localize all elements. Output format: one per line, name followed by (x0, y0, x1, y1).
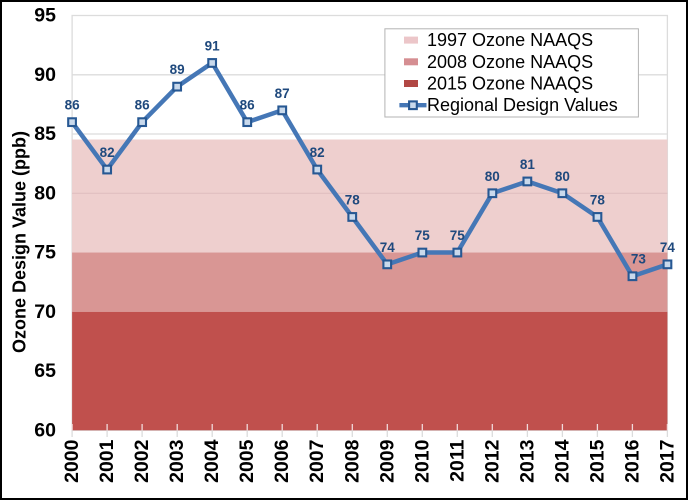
svg-text:78: 78 (345, 193, 361, 208)
svg-text:70: 70 (34, 301, 56, 323)
svg-text:2006: 2006 (271, 439, 293, 483)
svg-text:2013: 2013 (516, 439, 538, 483)
svg-text:2012: 2012 (481, 439, 503, 483)
svg-text:74: 74 (660, 240, 676, 255)
svg-text:2008: 2008 (341, 439, 363, 483)
svg-text:2015: 2015 (586, 439, 608, 483)
svg-text:2000: 2000 (61, 439, 83, 483)
svg-text:85: 85 (34, 123, 56, 145)
svg-text:73: 73 (631, 252, 647, 267)
svg-text:82: 82 (310, 145, 325, 160)
svg-text:2009: 2009 (376, 439, 398, 483)
svg-text:86: 86 (65, 98, 81, 113)
svg-text:90: 90 (34, 64, 56, 86)
svg-text:2014: 2014 (551, 439, 573, 483)
svg-text:81: 81 (520, 157, 536, 172)
svg-text:75: 75 (415, 228, 431, 243)
svg-text:Regional Design Values: Regional Design Values (427, 95, 618, 115)
svg-text:2002: 2002 (131, 439, 153, 483)
svg-text:75: 75 (450, 228, 466, 243)
svg-text:91: 91 (205, 38, 221, 53)
svg-text:87: 87 (275, 86, 290, 101)
svg-text:86: 86 (135, 98, 151, 113)
svg-text:2017: 2017 (656, 440, 678, 483)
svg-text:74: 74 (380, 240, 396, 255)
svg-text:86: 86 (240, 98, 256, 113)
svg-text:80: 80 (485, 169, 500, 184)
svg-text:95: 95 (34, 5, 56, 27)
svg-text:78: 78 (590, 193, 606, 208)
svg-text:2008 Ozone NAAQS: 2008 Ozone NAAQS (427, 52, 593, 72)
svg-text:80: 80 (555, 169, 570, 184)
svg-text:75: 75 (34, 242, 56, 264)
svg-text:2005: 2005 (236, 439, 258, 483)
svg-text:2016: 2016 (621, 439, 643, 483)
svg-text:Ozone Design Value (ppb): Ozone Design Value (ppb) (10, 131, 30, 353)
svg-text:89: 89 (170, 62, 185, 77)
svg-text:60: 60 (34, 419, 56, 441)
svg-text:2001: 2001 (96, 439, 118, 483)
svg-text:2007: 2007 (306, 440, 328, 483)
svg-text:2003: 2003 (166, 439, 188, 483)
svg-text:80: 80 (34, 182, 56, 204)
svg-text:2004: 2004 (201, 439, 223, 483)
svg-text:2010: 2010 (411, 439, 433, 483)
svg-text:2015 Ozone NAAQS: 2015 Ozone NAAQS (427, 74, 593, 94)
svg-text:65: 65 (34, 360, 56, 382)
svg-text:2011: 2011 (446, 439, 468, 481)
svg-text:1997 Ozone NAAQS: 1997 Ozone NAAQS (427, 30, 593, 50)
svg-text:82: 82 (100, 145, 115, 160)
